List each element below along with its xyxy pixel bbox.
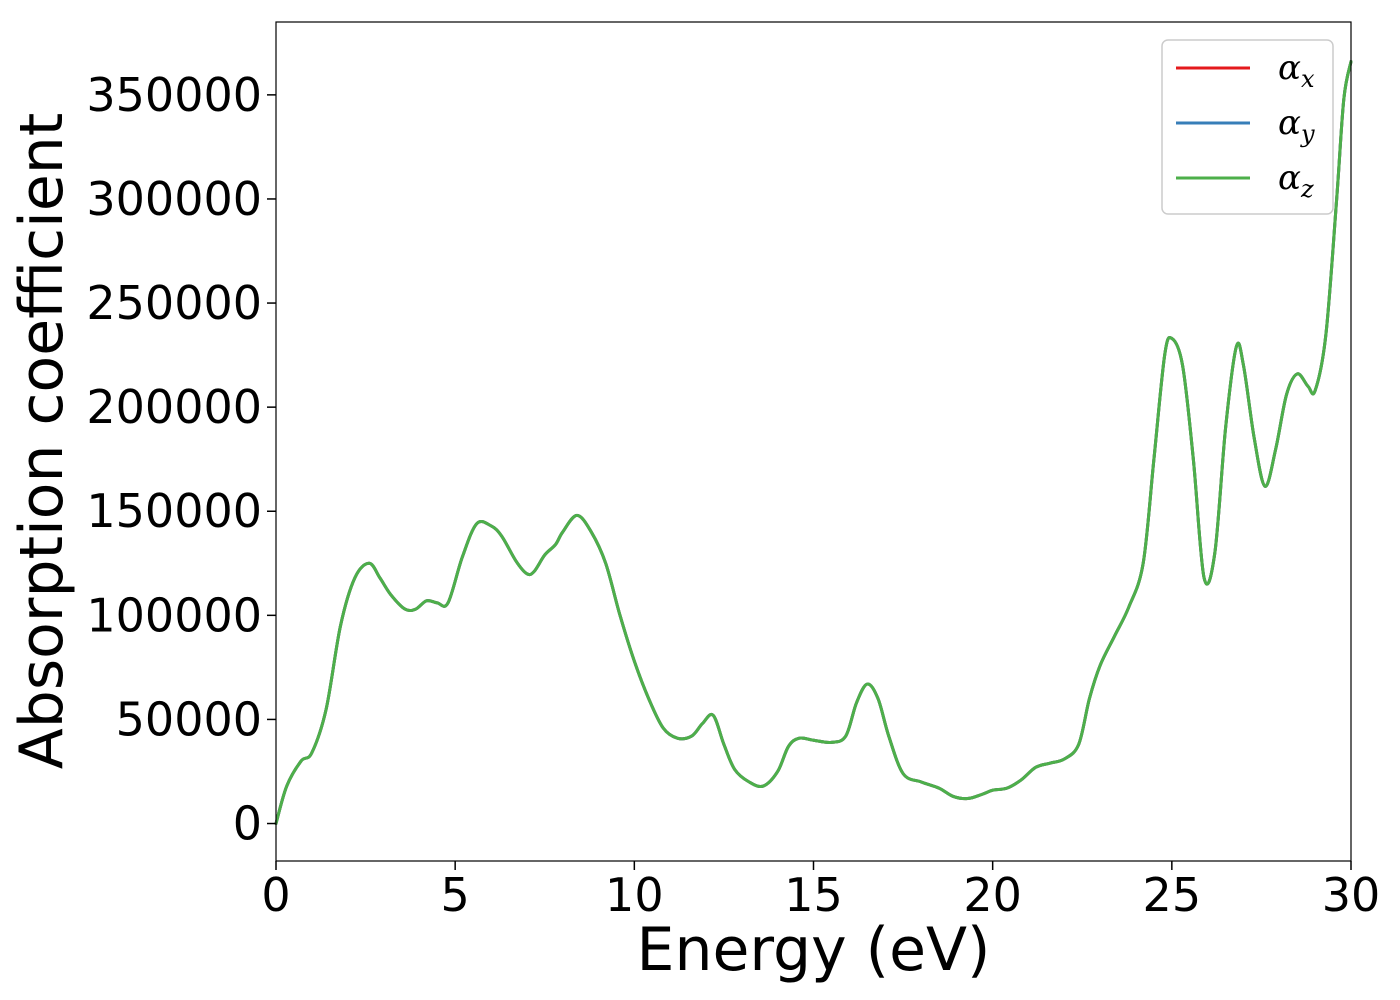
- y-tick-label: 300000: [86, 172, 262, 226]
- legend: αx αy αz: [1161, 39, 1334, 215]
- y-axis-label: Absorption coefficient: [7, 113, 77, 770]
- x-tick-label: 5: [441, 868, 470, 922]
- x-axis-ticks: 0 5 10 15 20 25 30: [261, 861, 1380, 922]
- y-tick-label: 250000: [86, 276, 262, 330]
- legend-label-y: αy: [1278, 103, 1315, 148]
- x-tick-label: 25: [1143, 868, 1202, 922]
- legend-label-z: αz: [1278, 158, 1314, 203]
- y-axis-ticks: 0 50000 100000 150000 200000 250000 300000 3500…: [86, 68, 276, 851]
- series-line-z: [274, 60, 1353, 826]
- y-tick-label: 350000: [86, 68, 262, 122]
- x-tick-label: 10: [605, 868, 664, 922]
- legend-label-x: αx: [1278, 48, 1315, 93]
- x-axis-label: Energy (eV): [637, 915, 991, 985]
- y-tick-label: 100000: [86, 588, 262, 642]
- legend-box: [1161, 39, 1334, 215]
- series-layer: [274, 60, 1353, 826]
- y-tick-label: 200000: [86, 380, 262, 434]
- y-tick-label: 50000: [116, 692, 262, 746]
- x-tick-label: 15: [784, 868, 843, 922]
- x-tick-label: 20: [963, 868, 1022, 922]
- x-tick-label: 30: [1322, 868, 1381, 922]
- x-tick-label: 0: [261, 868, 290, 922]
- y-tick-label: 150000: [86, 484, 262, 538]
- y-tick-label: 0: [233, 797, 262, 851]
